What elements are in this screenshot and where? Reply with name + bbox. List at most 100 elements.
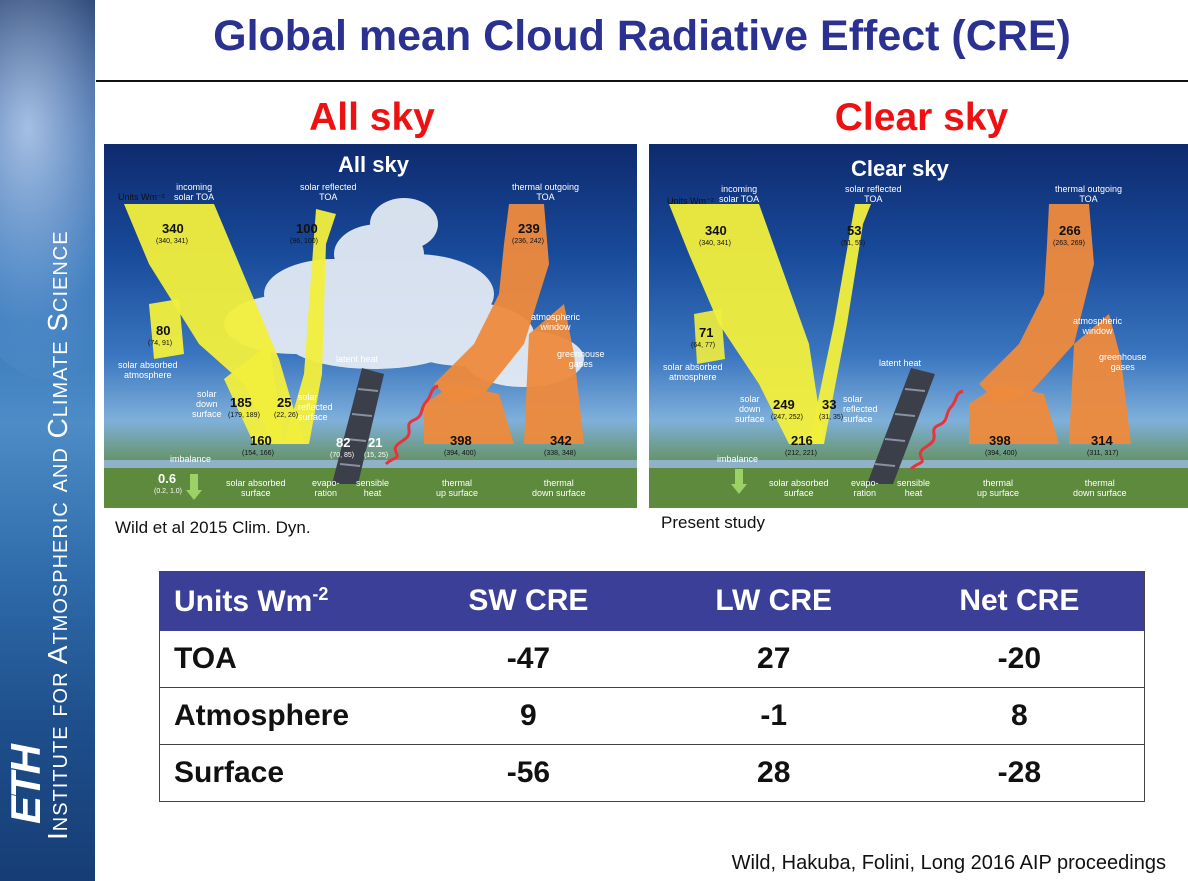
solar-abs-sfc-label: solar absorbed surface	[226, 478, 286, 498]
thermal-up-arrow	[969, 384, 1059, 444]
clear-sky-heading: Clear sky	[834, 96, 1009, 139]
refl-sfc-value: 25	[277, 395, 292, 410]
thermal-up-value: 398	[989, 433, 1011, 448]
clear-sky-image-title: Clear sky	[851, 156, 949, 181]
abs-atm-range: (74, 91)	[148, 340, 173, 347]
down-value: 185	[230, 395, 252, 410]
latent-heat-arrow	[867, 368, 935, 484]
sensible-range: (15, 25)	[364, 452, 389, 459]
reflected-toa-label: solar reflected TOA	[845, 184, 902, 204]
all-sky-arrows	[104, 198, 637, 508]
solar-abs-atm-arrow	[149, 299, 184, 359]
reflected-range: (51, 55)	[841, 240, 866, 247]
solar-reflected-arrow	[809, 204, 871, 444]
thermal-down-label: thermal down surface	[1073, 478, 1127, 498]
solar-surface-arrow	[224, 344, 284, 444]
down-range: (247, 252)	[771, 414, 803, 421]
reflected-value: 53	[847, 223, 862, 238]
thermal-outgoing-arrow	[979, 204, 1094, 404]
solar-abs-sfc-label: solar absorbed surface	[769, 478, 829, 498]
reflected-value: 100	[296, 221, 318, 236]
solar-abs-atm-label: solar absorbed atmosphere	[663, 362, 723, 382]
imbalance-arrow	[186, 474, 202, 500]
sw-cre-cell: -56	[404, 744, 653, 802]
thermal-down-value: 314	[1091, 433, 1113, 448]
evaporation-label: evapo- ration	[851, 478, 879, 498]
table-row: Atmosphere 9 -1 8	[159, 687, 1145, 745]
source-citation: Wild, Hakuba, Folini, Long 2016 AIP proc…	[731, 852, 1166, 874]
solar-refl-sfc-label: solar reflected surface	[298, 392, 333, 422]
greenhouse-gases-label: greenhouse gases	[557, 349, 605, 369]
all-sky-image-title: All sky	[338, 152, 409, 177]
row-label: Atmosphere	[159, 687, 404, 745]
atmospheric-window-label: atmospheric window	[531, 312, 581, 332]
thermal-up-value: 398	[450, 433, 472, 448]
solar-abs-atm-label: solar absorbed atmosphere	[118, 360, 178, 380]
row-label: TOA	[159, 631, 404, 688]
solar-refl-sfc-label: solar reflected surface	[843, 394, 878, 424]
clear-sky-arrows	[649, 204, 1188, 508]
sensible-heat-spiral	[384, 384, 439, 466]
thermal-down-value: 342	[550, 433, 572, 448]
imbalance-label: imbalance	[170, 454, 212, 464]
imbalance-range: (0.2, 1.0)	[154, 488, 183, 495]
imbalance-label: imbalance	[717, 454, 759, 464]
thermal-up-label: thermal up surface	[977, 478, 1020, 498]
incoming-solar-label: incoming solar TOA	[719, 184, 760, 204]
abs-atm-value: 80	[156, 323, 171, 338]
net-cre-cell: 8	[894, 687, 1145, 745]
solar-down-label: solar down surface	[735, 394, 765, 424]
abs-sfc-range: (212, 221)	[785, 450, 817, 457]
outgoing-range: (236, 242)	[512, 238, 544, 245]
units-header-text: Units Wm	[174, 584, 313, 618]
lw-cre-header: LW CRE	[652, 571, 895, 631]
thermal-outgoing-label: thermal outgoing TOA	[512, 182, 580, 202]
thermal-down-label: thermal down surface	[532, 478, 586, 498]
thermal-down-arrow	[1069, 314, 1131, 444]
solar-down-label: solar down surface	[192, 389, 222, 419]
solar-incoming-arrow	[669, 204, 824, 444]
sensible-heat-label: sensible heat	[897, 478, 931, 498]
refl-sfc-value: 33	[822, 397, 837, 412]
sensible-heat-label: sensible heat	[356, 478, 390, 498]
solar-abs-atm-arrow	[694, 309, 725, 364]
down-value: 249	[773, 397, 795, 412]
sensible-heat-spiral	[909, 389, 964, 471]
sw-cre-header: SW CRE	[404, 571, 653, 631]
table-row: TOA -47 27 -20	[159, 631, 1145, 688]
sidebar-banner: Institute for Atmospheric and Climate Sc…	[0, 0, 95, 881]
latent-heat-arrow	[332, 368, 384, 484]
thermal-down-range: (338, 348)	[544, 450, 576, 457]
abs-atm-range: (64, 77)	[691, 342, 716, 349]
evap-value: 82	[336, 435, 351, 450]
thermal-outgoing-arrow	[434, 204, 549, 404]
outgoing-value: 239	[518, 221, 540, 236]
incoming-range: (340, 341)	[156, 238, 188, 245]
thermal-up-label: thermal up surface	[436, 478, 479, 498]
incoming-range: (340, 341)	[699, 240, 731, 247]
solar-reflected-arrow	[284, 209, 336, 444]
reflected-toa-label: solar reflected TOA	[300, 182, 357, 202]
thermal-up-range: (394, 400)	[444, 450, 476, 457]
greenhouse-gases-label: greenhouse gases	[1099, 352, 1147, 372]
table-row: Surface -56 28 -28	[159, 744, 1145, 802]
row-label: Surface	[159, 744, 404, 802]
left-panel-caption: Wild et al 2015 Clim. Dyn.	[115, 518, 311, 537]
refl-sfc-range: (31, 35)	[819, 414, 844, 421]
lw-cre-cell: -1	[652, 687, 895, 745]
abs-sfc-range: (154, 166)	[242, 450, 274, 457]
thermal-up-range: (394, 400)	[985, 450, 1017, 457]
lw-cre-cell: 28	[652, 744, 895, 802]
units-header-exponent: -2	[312, 583, 329, 604]
evaporation-label: evapo- ration	[312, 478, 340, 498]
refl-sfc-range: (22, 26)	[274, 412, 299, 419]
cre-table: Units Wm-2 SW CRE LW CRE Net CRE TOA -47…	[159, 571, 1145, 802]
thermal-outgoing-label: thermal outgoing TOA	[1055, 184, 1123, 204]
units-label: Units Wm⁻²	[118, 192, 165, 202]
thermal-down-arrow	[524, 304, 584, 444]
units-label: Units Wm⁻²	[667, 196, 714, 206]
page-title: Global mean Cloud Radiative Effect (CRE)	[213, 12, 1071, 60]
abs-sfc-value: 216	[791, 433, 813, 448]
eth-logo-text: ETH	[2, 746, 49, 824]
all-sky-diagram: All sky Units Wm⁻² incoming solar TOA so…	[104, 144, 637, 508]
